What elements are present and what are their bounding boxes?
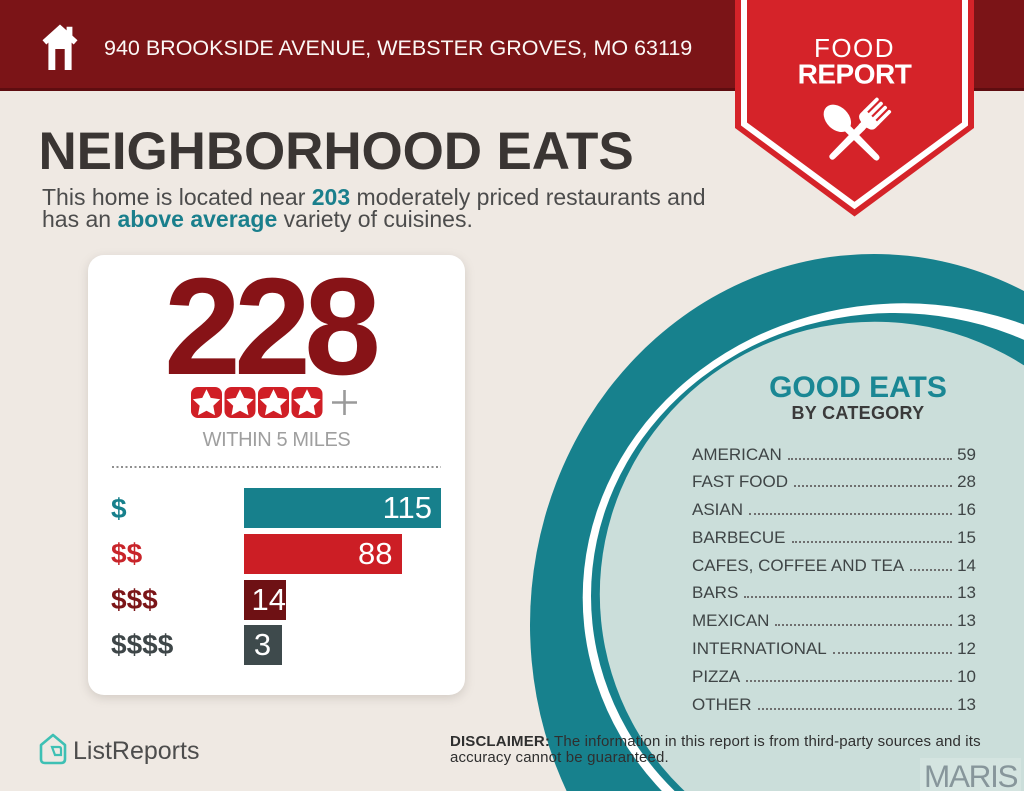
svg-text:REPORT: REPORT	[798, 59, 912, 90]
svg-text:FOOD: FOOD	[814, 33, 895, 63]
